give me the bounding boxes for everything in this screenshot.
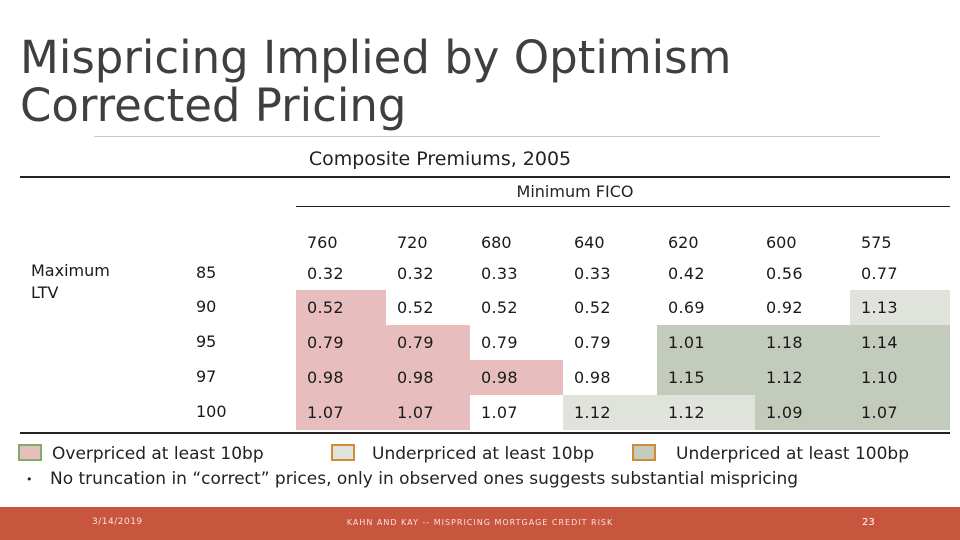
fico-header-760: 760 <box>307 233 338 252</box>
legend-swatch <box>18 444 42 461</box>
table-cell: 1.07 <box>481 403 518 422</box>
title-divider <box>94 136 880 137</box>
table-cell: 0.32 <box>397 264 434 283</box>
fico-header-575: 575 <box>861 233 892 252</box>
legend-label: Underpriced at least 10bp <box>372 444 595 464</box>
column-group-rule <box>296 206 950 207</box>
table-cell: 0.52 <box>397 298 434 317</box>
table-cell: 0.69 <box>668 298 705 317</box>
footer-date: 3/14/2019 <box>92 517 143 527</box>
table-cell: 1.18 <box>755 325 850 360</box>
table-cell: 1.12 <box>755 360 850 395</box>
table-cell: 1.07 <box>850 395 950 430</box>
table-cell: 0.77 <box>861 264 898 283</box>
footer-bar: 3/14/2019 KAHN AND KAY -- MISPRICING MOR… <box>0 507 960 540</box>
table-cell: 1.07 <box>386 395 470 430</box>
fico-header-600: 600 <box>766 233 797 252</box>
legend-swatch <box>632 444 656 461</box>
table-cell: 1.15 <box>657 360 755 395</box>
table-caption: Composite Premiums, 2005 <box>308 148 572 170</box>
table-cell: 1.10 <box>850 360 950 395</box>
table-cell: 0.92 <box>766 298 803 317</box>
fico-header-720: 720 <box>397 233 428 252</box>
table-cell: 1.13 <box>850 290 950 325</box>
table-cell: 0.98 <box>574 368 611 387</box>
bullet-icon: • <box>26 472 33 486</box>
legend-label: Underpriced at least 100bp <box>676 444 910 464</box>
slide-number: 23 <box>862 517 875 528</box>
table-cell: 1.09 <box>755 395 850 430</box>
bullet-text: No truncation in “correct” prices, only … <box>50 469 799 489</box>
table-cell: 1.12 <box>657 395 755 430</box>
table-cell: 1.14 <box>850 325 950 360</box>
table-cell: 0.98 <box>470 360 563 395</box>
table-cell: 0.42 <box>668 264 705 283</box>
ltv-row-label: 85 <box>196 263 217 282</box>
legend-swatch <box>331 444 355 461</box>
fico-header-640: 640 <box>574 233 605 252</box>
table-cell: 0.79 <box>574 333 611 352</box>
column-group-label: Minimum FICO <box>516 182 634 201</box>
table-cell: 1.12 <box>563 395 657 430</box>
table-cell: 0.52 <box>574 298 611 317</box>
slide-title: Mispricing Implied by Optimism Corrected… <box>20 34 920 130</box>
table-cell: 0.79 <box>481 333 518 352</box>
bullet-point: • No truncation in “correct” prices, only… <box>26 469 798 489</box>
table-top-rule <box>20 176 950 178</box>
row-group-label-line-2: LTV <box>31 283 59 302</box>
fico-header-620: 620 <box>668 233 699 252</box>
table-cell: 0.32 <box>307 264 344 283</box>
ltv-row-label: 90 <box>196 297 217 316</box>
legend-label: Overpriced at least 10bp <box>52 444 264 464</box>
title-line-1: Mispricing Implied by Optimism <box>20 31 732 84</box>
table-cell: 0.79 <box>296 325 386 360</box>
table-cell: 1.01 <box>657 325 755 360</box>
ltv-row-label: 95 <box>196 332 217 351</box>
row-group-label: Maximum LTV <box>31 260 141 304</box>
ltv-row-label: 97 <box>196 367 217 386</box>
table-cell: 0.52 <box>296 290 386 325</box>
table-cell: 0.33 <box>574 264 611 283</box>
table-cell: 1.07 <box>296 395 386 430</box>
title-line-2: Corrected Pricing <box>20 79 407 132</box>
table-cell: 0.52 <box>481 298 518 317</box>
table-cell: 0.98 <box>296 360 386 395</box>
table-cell: 0.33 <box>481 264 518 283</box>
table-cell: 0.79 <box>386 325 470 360</box>
row-group-label-line-1: Maximum <box>31 261 110 280</box>
table-cell: 0.98 <box>386 360 470 395</box>
footer-title: KAHN AND KAY -- MISPRICING MORTGAGE CRED… <box>346 518 614 527</box>
table-bottom-rule <box>20 432 950 434</box>
fico-header-680: 680 <box>481 233 512 252</box>
ltv-row-label: 100 <box>196 402 227 421</box>
table-cell: 0.56 <box>766 264 803 283</box>
